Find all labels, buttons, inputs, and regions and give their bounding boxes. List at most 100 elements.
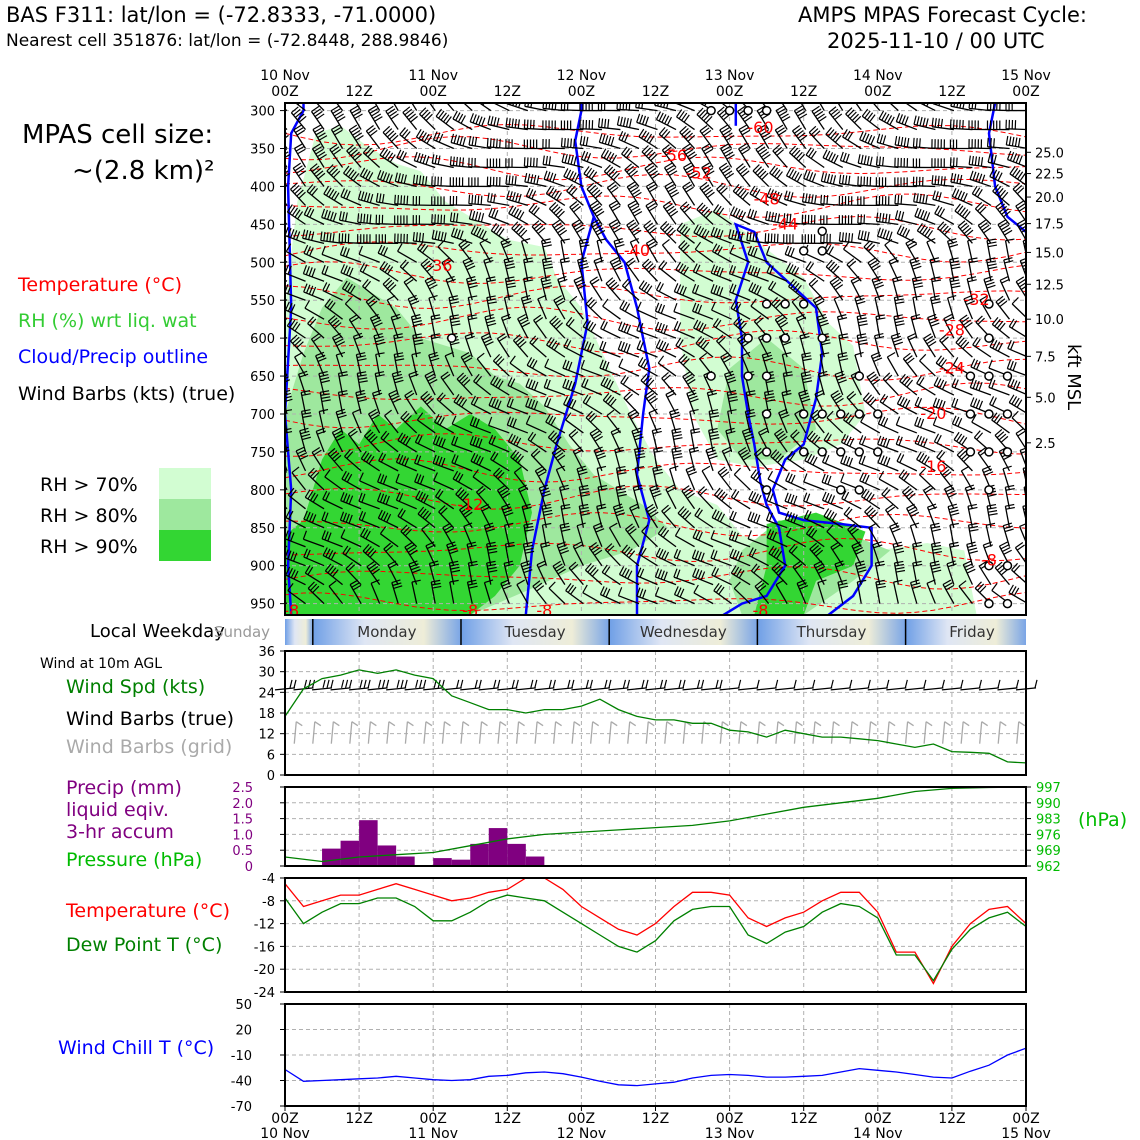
wind-barb xyxy=(449,177,473,188)
wind-barb-feather xyxy=(326,232,329,242)
wind-barb-feather xyxy=(521,322,531,328)
wind-barb-feather xyxy=(625,117,629,128)
wind-barb-feather xyxy=(303,244,309,254)
wind-barb-feather xyxy=(287,568,293,577)
wind-barb-feather xyxy=(587,412,595,421)
wind-barb-feather xyxy=(410,115,418,123)
wind-barb-feather xyxy=(444,351,454,357)
wind-barb-feather xyxy=(324,531,329,541)
wind-barb-feather xyxy=(334,129,343,136)
wind-barb-feather xyxy=(295,146,305,152)
wind-barb-feather xyxy=(512,418,517,428)
wind-barb-feather xyxy=(408,370,418,376)
wind-barb xyxy=(380,430,399,453)
wind-barb-feather xyxy=(445,116,452,125)
rh90-region xyxy=(754,512,866,615)
wind-barb-feather xyxy=(415,175,419,185)
wind-barb-feather xyxy=(464,332,474,337)
wind-barb-feather xyxy=(559,522,570,526)
wind-barb-feather xyxy=(888,231,893,241)
wind-barb-feather xyxy=(472,469,479,478)
wind-barb-feather xyxy=(269,551,272,559)
wind-barb-feather xyxy=(275,268,279,276)
wind-barb-feather xyxy=(560,525,570,529)
wind-barb-shaft xyxy=(414,462,436,472)
wind-barb xyxy=(397,243,417,263)
wind-barb-feather xyxy=(855,103,857,104)
wind-barb-feather xyxy=(410,95,418,100)
wind-barb-feather xyxy=(486,319,496,324)
wind-barb-feather xyxy=(578,471,588,476)
wind-barb xyxy=(449,195,473,207)
wind-barb-feather xyxy=(387,152,394,161)
wind-barb-feather xyxy=(885,230,890,240)
wind-barb-feather xyxy=(421,245,429,254)
wind-barb-feather xyxy=(286,204,293,213)
wind-barb xyxy=(285,566,306,586)
wind-barb-feather xyxy=(472,417,477,427)
wind-barb-feather xyxy=(276,185,283,190)
wind-barb-feather xyxy=(404,108,413,116)
wind-barb-feather xyxy=(583,151,589,161)
wind-barb-feather xyxy=(380,453,387,463)
wind-barb-feather xyxy=(374,322,383,328)
wind-barb-feather xyxy=(397,195,400,205)
wind-barb xyxy=(569,295,584,320)
wind-barb-feather xyxy=(891,332,901,337)
wind-barb-feather xyxy=(443,214,446,224)
wind-barb-feather xyxy=(755,88,762,94)
wind-barb-feather xyxy=(467,579,477,583)
wind-barb-feather xyxy=(595,227,604,233)
wind-barb-feather xyxy=(573,156,577,166)
wind-barb-feather xyxy=(318,153,327,160)
wind-barb-feather xyxy=(459,136,463,146)
wind-barb xyxy=(303,283,325,301)
wind-barb-feather xyxy=(560,503,571,507)
wind-barb-feather xyxy=(409,563,419,568)
wind-barb-feather xyxy=(583,341,589,350)
wind-barb-feather xyxy=(747,208,752,218)
wind-barb xyxy=(473,373,492,396)
wind-barb-feather xyxy=(375,352,385,356)
wind-barb-feather xyxy=(750,512,755,522)
wind-barb-feather xyxy=(622,117,626,127)
wind-barb-feather xyxy=(596,238,607,242)
wind-barb-feather xyxy=(277,187,284,192)
wind-barb-feather xyxy=(424,512,432,521)
wind-barb-feather xyxy=(438,505,446,513)
wind-barb-feather xyxy=(425,541,435,547)
wind-barb-feather xyxy=(783,190,788,200)
wind-barb xyxy=(367,105,383,130)
wind-barb-feather xyxy=(553,449,562,456)
wind-barb-feather xyxy=(426,544,436,550)
wind-barb-feather xyxy=(416,474,422,484)
wind-barb xyxy=(322,282,343,301)
wind-barb xyxy=(397,432,418,453)
wind-barb-feather xyxy=(341,280,348,289)
wind-barb-feather xyxy=(301,409,311,412)
wind-barb-feather xyxy=(329,88,336,94)
wind-barb-feather xyxy=(528,379,533,389)
wind-barb-feather xyxy=(574,224,584,231)
wind-barb-feather xyxy=(290,334,298,342)
wind-barb-feather xyxy=(492,138,495,148)
wind-barb-feather xyxy=(521,294,531,299)
wind-barb-feather xyxy=(377,170,382,179)
wind-barb-shaft xyxy=(618,366,640,377)
wind-barb xyxy=(341,470,362,491)
wind-barb-feather xyxy=(894,295,904,299)
wind-barb-feather xyxy=(365,147,373,156)
wind-barb xyxy=(302,229,325,244)
wind-barb xyxy=(412,174,436,188)
wind-barb-feather xyxy=(375,192,379,202)
isotherm-line xyxy=(285,382,1026,407)
wind-barb-feather xyxy=(408,560,418,565)
wind-barb-feather xyxy=(421,523,430,530)
wind-barb-feather xyxy=(377,244,383,254)
wind-barb-feather xyxy=(304,300,310,309)
wind-barb-feather xyxy=(546,379,551,389)
wind-barb xyxy=(486,137,510,150)
wind-barb-feather xyxy=(355,134,364,141)
wind-barb-feather xyxy=(860,154,864,164)
wind-barb-feather xyxy=(550,417,557,426)
